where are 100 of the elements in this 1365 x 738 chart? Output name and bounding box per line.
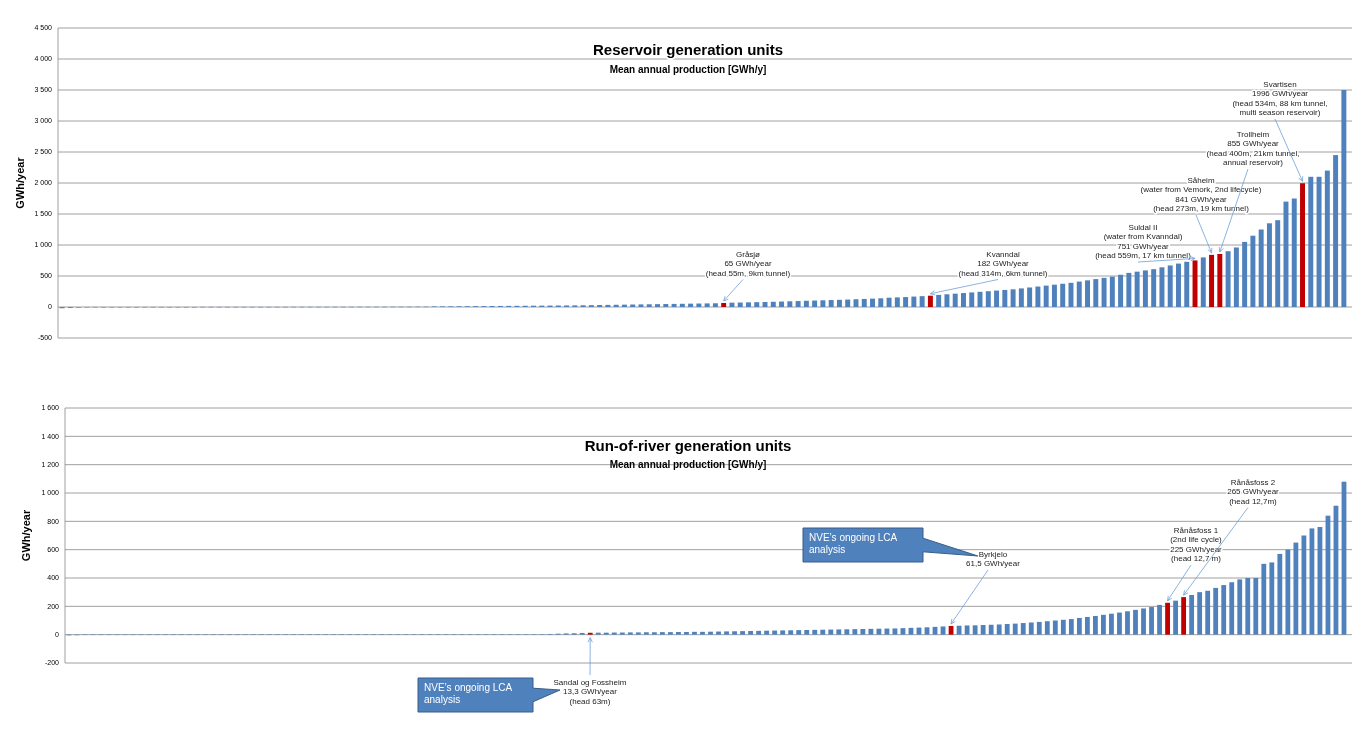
bar: [892, 628, 898, 635]
bar: [764, 630, 770, 635]
bar: [919, 296, 925, 307]
bar: [1157, 604, 1162, 635]
bar: [980, 625, 986, 635]
bar: [712, 303, 718, 307]
bar: [900, 628, 906, 635]
bar: [1010, 289, 1016, 307]
bar: [1149, 607, 1154, 635]
bar: [729, 302, 735, 307]
bar: [780, 630, 786, 635]
bar: [1285, 549, 1291, 635]
bar: [1293, 542, 1299, 635]
bar: [1209, 254, 1215, 307]
text: Mean annual production [GWh/y]: [609, 459, 767, 470]
bar: [1093, 279, 1099, 307]
bar: [1126, 272, 1132, 307]
bar: [754, 302, 760, 307]
annotation: Gråsjø 65 GWh/year (head 55m, 9km tunnel): [705, 249, 791, 278]
bar: [1341, 90, 1347, 307]
bar: [1205, 590, 1211, 635]
bar: [828, 629, 834, 635]
bar: [721, 302, 727, 307]
bar: [868, 628, 874, 635]
bar: [1076, 617, 1082, 635]
bar: [772, 630, 778, 635]
bar: [1084, 616, 1090, 635]
bar: [940, 626, 946, 635]
bar: [1242, 241, 1248, 307]
bar: [613, 304, 619, 307]
bar: [1027, 287, 1033, 307]
bar: [1192, 260, 1198, 307]
bar: [812, 300, 818, 307]
annotation: Såheim (water from Vemork, 2nd lifecycle) 841 GWh/year (head 273m, 19 km tunnel): [1140, 175, 1262, 213]
bar: [1134, 271, 1140, 307]
annotation: NVE’s ongoing LCA analysis: [809, 532, 898, 555]
bar: [708, 631, 713, 635]
annotation: Svartisen 1996 GWh/year (head 534m, 88 km tunnel, multi season reservoir): [1232, 79, 1328, 117]
bar: [1258, 229, 1264, 307]
bar: [860, 629, 866, 635]
bar: [737, 302, 743, 307]
bar: [1197, 592, 1203, 635]
bar: [1044, 621, 1050, 635]
bar: [1060, 619, 1066, 635]
bar: [1125, 611, 1130, 635]
bar: [1051, 284, 1057, 307]
text: Mean annual production [GWh/y]: [609, 64, 767, 75]
bar: [1101, 614, 1106, 635]
bar: [1117, 612, 1122, 635]
bar: [936, 294, 942, 307]
annotation: Trollheim 855 GWh/year (head 400m, 21km tunnel, annual reservoir): [1206, 129, 1300, 167]
bar: [1233, 247, 1239, 307]
y-axis-title: GWh/year: [20, 509, 32, 562]
bar: [1101, 277, 1107, 307]
annotation: Suldal II (water from Kvanndal) 751 GWh/year (head 559m, 17 km tunnel): [1095, 222, 1192, 260]
bar: [911, 296, 917, 307]
bar: [861, 298, 867, 307]
annotation: Byrkjelo 61,5 GWh/year: [966, 549, 1021, 568]
bar: [1036, 621, 1042, 635]
bar: [704, 303, 710, 307]
bar: [635, 632, 641, 635]
bar: [795, 301, 801, 307]
bar: [1184, 261, 1190, 307]
bar: [671, 303, 677, 307]
bar: [1093, 615, 1098, 635]
bar: [894, 297, 900, 307]
bar: [1261, 563, 1267, 635]
bar: [977, 291, 983, 307]
bar: [643, 632, 649, 635]
bar: [1316, 176, 1322, 307]
bar: [679, 303, 685, 307]
text: NVE’s ongoing LCA analysis: [424, 682, 513, 705]
bar: [1076, 281, 1082, 307]
bar: [903, 297, 909, 307]
bar: [1109, 613, 1114, 635]
bar: [787, 301, 793, 307]
bar: [1165, 602, 1170, 635]
bar: [1109, 276, 1115, 307]
bar: [1181, 597, 1187, 635]
bar: [1018, 288, 1024, 307]
bar: [1141, 608, 1146, 635]
bar: [1277, 553, 1283, 635]
bar: [1250, 235, 1256, 307]
bar: [1221, 585, 1227, 635]
bar: [1253, 578, 1259, 635]
bar: [676, 631, 681, 635]
bar: [994, 290, 1000, 307]
bar: [845, 299, 851, 307]
text: Run-of-river generation units: [584, 437, 792, 454]
bar: [1020, 623, 1026, 635]
bar: [852, 629, 858, 635]
bar: [1028, 622, 1034, 635]
bar: [779, 301, 785, 307]
bar: [812, 629, 818, 635]
bar: [638, 304, 644, 307]
bar: [748, 630, 754, 635]
bar: [796, 630, 802, 635]
bar: [619, 632, 625, 635]
bar: [878, 298, 884, 307]
bar: [1167, 265, 1173, 307]
